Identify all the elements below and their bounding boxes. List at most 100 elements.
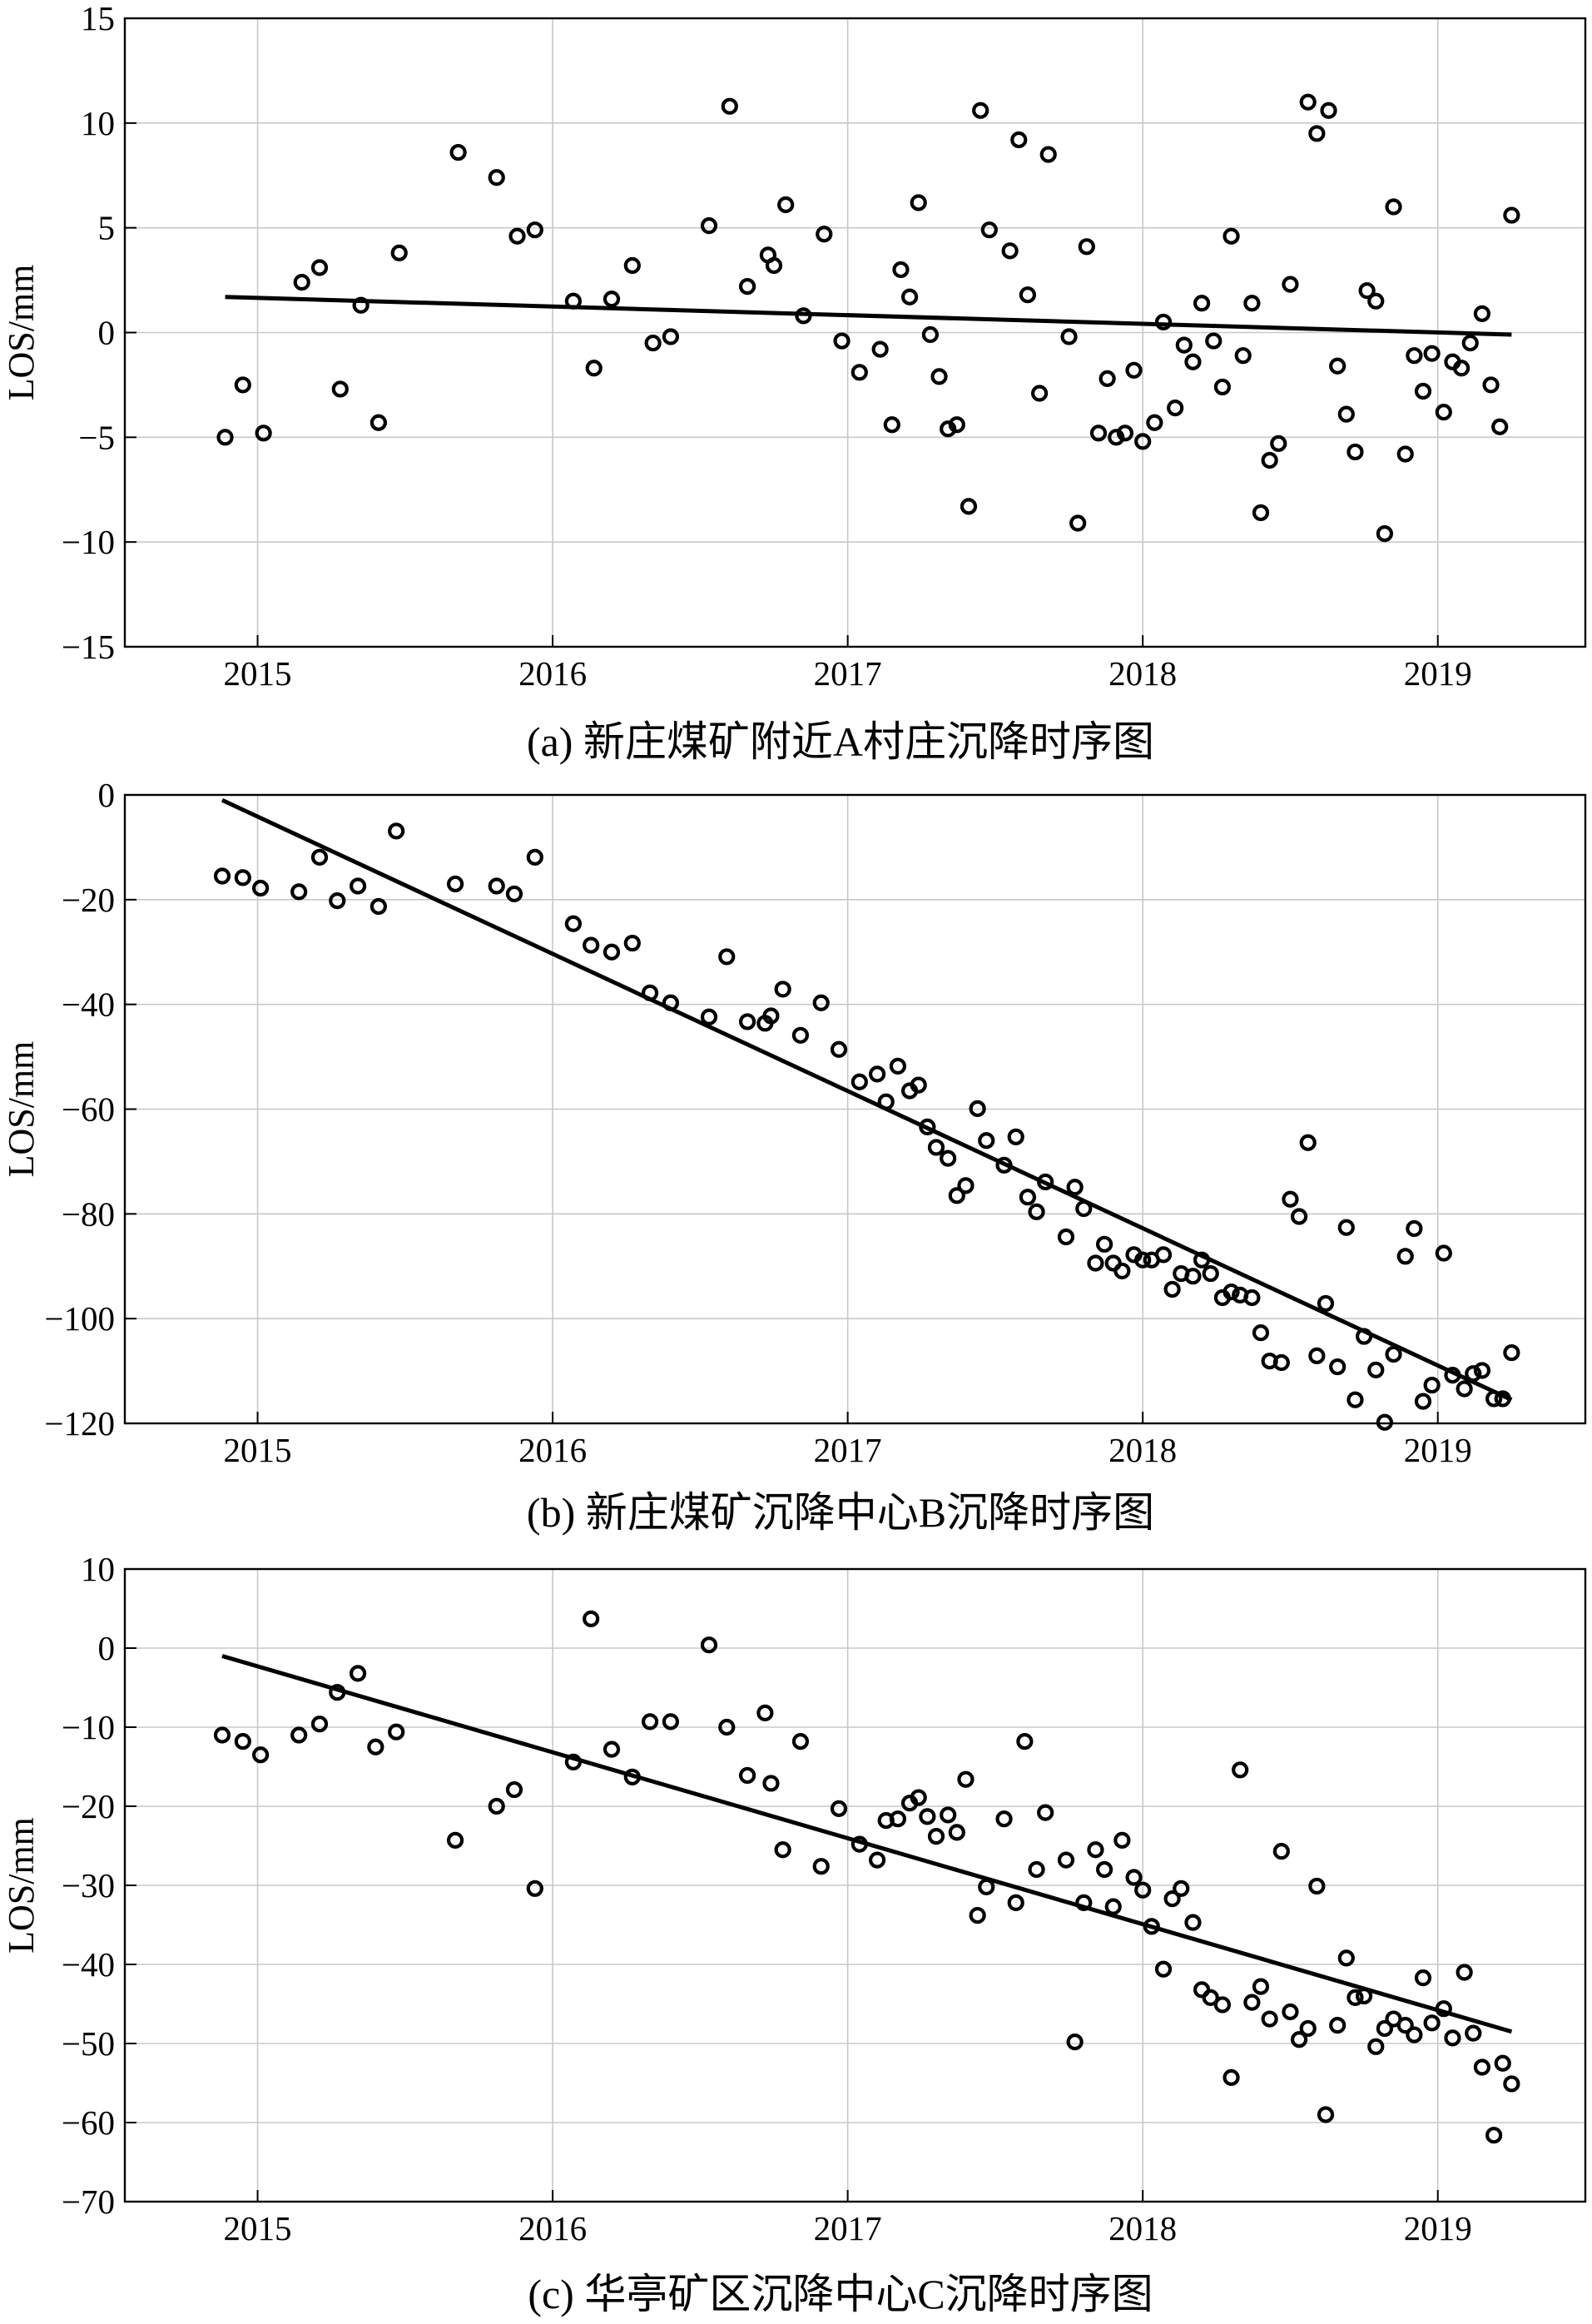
- data-point-b: [1057, 1228, 1075, 1246]
- x-tick-label-c: 2016: [518, 2209, 587, 2247]
- data-point-b: [830, 1040, 848, 1058]
- data-point-a: [930, 368, 948, 385]
- data-point-a: [488, 169, 505, 186]
- data-point-a: [662, 328, 680, 345]
- data-point-c: [910, 1789, 927, 1806]
- data-point-b: [1272, 1353, 1290, 1372]
- data-point-b: [718, 948, 736, 966]
- data-point-a: [1435, 404, 1452, 421]
- data-point-a: [1175, 336, 1193, 354]
- data-point-a: [1154, 313, 1173, 331]
- data-point-a: [1358, 282, 1376, 300]
- data-point-a: [1134, 433, 1152, 450]
- data-point-b: [446, 875, 464, 893]
- y-tick-label-c: 10: [81, 1550, 115, 1588]
- y-tick-label-a: −5: [78, 418, 115, 456]
- data-point-c: [700, 1636, 718, 1654]
- data-point-b: [329, 891, 346, 910]
- x-tick-label-c: 2019: [1404, 2209, 1472, 2247]
- data-point-c: [488, 1797, 505, 1815]
- data-point-a: [1396, 445, 1414, 463]
- data-point-a: [1205, 332, 1223, 350]
- data-point-b: [1355, 1328, 1373, 1345]
- x-tick-label-b: 2015: [224, 1431, 292, 1469]
- panel-b: 2015 2016 2017 2018 2019 0 −20 −40 −60 −80 −100 −12…: [1, 776, 1587, 1469]
- data-point-c: [812, 1858, 830, 1875]
- data-point-c: [1173, 1880, 1190, 1897]
- data-point-a: [1482, 376, 1500, 394]
- data-point-b: [1456, 1380, 1473, 1398]
- data-point-c: [1308, 1877, 1326, 1895]
- data-point-a: [1108, 429, 1125, 446]
- data-point-a: [1146, 414, 1163, 431]
- data-point-c: [1134, 1881, 1152, 1899]
- data-point-a: [644, 334, 662, 352]
- data-point-a: [526, 221, 543, 239]
- y-tick-label-c: −10: [62, 1708, 115, 1746]
- y-tick-label-a: −15: [62, 628, 115, 666]
- data-point-b: [1317, 1294, 1335, 1313]
- x-tick-label-b: 2017: [814, 1431, 882, 1469]
- x-tick-label-a: 2016: [518, 654, 587, 693]
- data-point-b: [1075, 1199, 1093, 1218]
- y-tick-label-b: 0: [98, 776, 116, 814]
- data-point-b: [1282, 1190, 1299, 1208]
- data-point-b: [1095, 1235, 1113, 1253]
- data-point-c: [774, 1841, 791, 1859]
- data-point-b: [1223, 1283, 1240, 1301]
- data-point-b: [213, 867, 231, 885]
- data-point-b: [995, 1156, 1013, 1174]
- data-point-c: [1299, 2019, 1317, 2038]
- data-point-a: [910, 194, 927, 211]
- data-point-c: [1337, 1949, 1355, 1967]
- data-point-a: [585, 360, 603, 377]
- data-point-a: [1406, 347, 1423, 365]
- data-point-c: [1444, 2029, 1461, 2047]
- data-point-c: [310, 1716, 329, 1733]
- data-point-c: [1028, 1860, 1045, 1879]
- data-point-a: [234, 376, 251, 394]
- data-point-b: [1066, 1179, 1084, 1196]
- data-point-b: [978, 1132, 995, 1150]
- data-point-c: [969, 1907, 986, 1924]
- data-point-c: [1154, 1960, 1173, 1978]
- data-point-c: [290, 1726, 308, 1744]
- data-point-c: [738, 1766, 756, 1785]
- data-point-a: [1252, 504, 1270, 522]
- data-point-b: [1019, 1189, 1037, 1206]
- data-point-a: [255, 425, 272, 442]
- data-point-b: [868, 1065, 886, 1083]
- data-point-a: [1337, 405, 1355, 423]
- data-point-c: [1367, 2038, 1385, 2055]
- data-point-a: [1320, 102, 1337, 119]
- data-point-a: [1167, 400, 1184, 417]
- data-point-b: [1154, 1246, 1173, 1264]
- data-point-a: [1414, 382, 1432, 400]
- data-point-a: [816, 226, 833, 243]
- data-point-a: [352, 296, 369, 314]
- data-point-a: [700, 217, 718, 235]
- data-point-c: [718, 1718, 736, 1736]
- data-point-c: [603, 1741, 621, 1758]
- data-point-b: [1290, 1208, 1308, 1225]
- data-point-c: [1414, 1969, 1432, 1987]
- data-point-a: [1001, 242, 1019, 260]
- data-point-b: [1087, 1254, 1104, 1272]
- data-point-a: [603, 290, 621, 308]
- data-point-c: [919, 1808, 936, 1825]
- data-point-c: [889, 1810, 907, 1828]
- data-point-b: [1007, 1128, 1024, 1145]
- data-point-a: [1376, 524, 1394, 543]
- data-point-c: [213, 1726, 231, 1744]
- data-point-b: [388, 822, 405, 840]
- data-point-a: [1078, 238, 1095, 256]
- data-point-b: [1485, 1390, 1503, 1408]
- data-point-a: [1367, 292, 1385, 310]
- data-point-c: [367, 1738, 384, 1755]
- data-point-c: [1104, 1898, 1122, 1915]
- data-point-b: [1423, 1376, 1441, 1394]
- data-point-a: [1223, 227, 1240, 245]
- data-point-c: [662, 1713, 680, 1731]
- data-point-c: [1087, 1841, 1104, 1859]
- data-point-c: [1347, 1989, 1364, 2006]
